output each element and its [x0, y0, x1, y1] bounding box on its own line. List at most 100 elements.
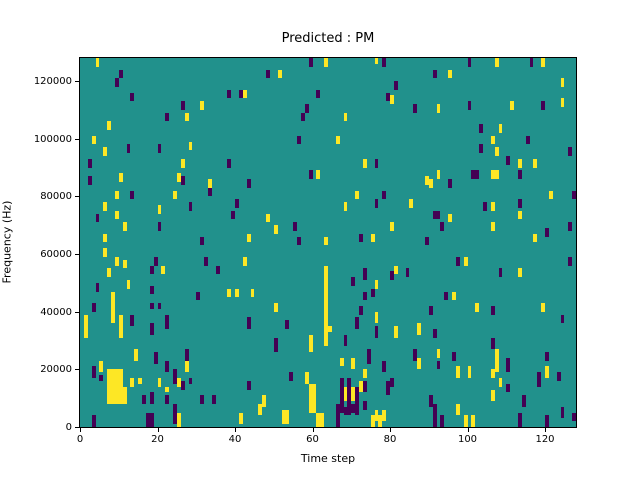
heatmap-cell-purple	[572, 190, 576, 200]
heatmap-cell-yellow	[176, 412, 181, 427]
heatmap-cell-purple	[506, 383, 511, 393]
heatmap-cell-purple	[343, 334, 348, 347]
y-tick-label: 20000	[40, 364, 72, 376]
y-tick-mark	[75, 427, 79, 428]
heatmap-cell-purple	[506, 357, 511, 373]
x-tick-label: 40	[228, 434, 242, 445]
heatmap-cell-purple	[153, 352, 158, 364]
heatmap-cell-yellow	[118, 314, 123, 338]
heatmap-cell-purple	[413, 104, 418, 113]
heatmap-cell-purple	[362, 401, 367, 410]
heatmap-cell-purple	[521, 395, 526, 407]
heatmap-cell-purple	[235, 199, 239, 208]
heatmap-cell-purple	[99, 375, 104, 381]
heatmap-cell-purple	[238, 89, 243, 99]
heatmap-cell-yellow	[463, 415, 468, 427]
heatmap-cell-yellow	[114, 256, 119, 266]
heatmap-cell-purple	[204, 256, 208, 266]
y-tick-label: 0	[65, 422, 72, 433]
heatmap-cell-purple	[556, 372, 561, 381]
heatmap-cell-purple	[95, 213, 100, 223]
heatmap-cell-purple	[188, 202, 193, 211]
heatmap-cell-yellow	[490, 170, 499, 180]
heatmap-cell-yellow	[393, 326, 398, 338]
heatmap-cell-purple	[370, 288, 375, 298]
heatmap-cell-yellow	[494, 349, 499, 373]
heatmap-cell-yellow	[200, 101, 204, 110]
heatmap-cell-purple	[393, 81, 398, 90]
heatmap-cell-purple	[359, 305, 363, 315]
heatmap-cell-yellow	[417, 357, 421, 370]
heatmap-cell-yellow	[467, 366, 472, 378]
heatmap-cell-purple	[118, 69, 123, 79]
heatmap-cell-purple	[215, 265, 220, 275]
heatmap-cell-purple	[366, 349, 371, 364]
heatmap-cell-yellow	[393, 265, 398, 275]
heatmap-cell-purple	[374, 158, 379, 168]
heatmap-cell-yellow	[370, 233, 375, 243]
heatmap-cell-yellow	[235, 288, 239, 298]
heatmap-cell-purple	[386, 380, 390, 396]
heatmap-cell-yellow	[390, 95, 394, 105]
heatmap-cell-yellow	[114, 190, 119, 200]
heatmap-cell-yellow	[324, 58, 328, 67]
heatmap-cell-yellow	[246, 233, 251, 243]
heatmap-cell-yellow	[533, 158, 538, 168]
heatmap-cell-yellow	[258, 403, 263, 416]
heatmap-cell-purple	[490, 337, 495, 350]
heatmap-cell-purple	[211, 395, 216, 404]
y-axis-label: Frequency (Hz)	[0, 200, 14, 284]
y-tick-label: 80000	[40, 191, 72, 203]
heatmap-cell-yellow	[138, 377, 142, 384]
heatmap-cell-yellow	[324, 265, 328, 304]
heatmap-cell-yellow	[343, 112, 348, 122]
heatmap-cell-yellow	[510, 101, 514, 110]
heatmap-cell-purple	[145, 412, 154, 427]
heatmap-cell-yellow	[490, 222, 495, 231]
heatmap-cell-purple	[440, 222, 445, 231]
heatmap-cell-yellow	[91, 135, 96, 145]
x-tick-label: 0	[76, 434, 84, 445]
heatmap-cell-purple	[200, 236, 204, 246]
heatmap-cell-yellow	[227, 288, 232, 298]
heatmap-cell-yellow	[273, 225, 278, 234]
heatmap-cell-purple	[382, 360, 387, 373]
heatmap-cell-purple	[355, 386, 359, 416]
heatmap-cell-yellow	[351, 357, 356, 370]
heatmap-cell-purple	[157, 222, 162, 231]
heatmap-cell-yellow	[107, 369, 123, 387]
heatmap-cell-yellow	[541, 58, 545, 67]
heatmap-cell-yellow	[335, 135, 340, 145]
heatmap-cell-yellow	[424, 176, 429, 185]
heatmap-cell-yellow	[130, 377, 135, 387]
heatmap-cell-purple	[432, 69, 437, 79]
heatmap-cell-yellow	[498, 124, 503, 133]
heatmap-cell-yellow	[266, 213, 270, 223]
heatmap-cell-purple	[91, 303, 96, 312]
heatmap-cell-purple	[424, 236, 429, 246]
heatmap-cell-purple	[471, 170, 480, 180]
heatmap-cell-purple	[246, 179, 251, 188]
heatmap-cell-yellow	[370, 415, 375, 427]
x-tick-label: 120	[535, 434, 555, 445]
heatmap-cell-yellow	[134, 349, 139, 361]
x-tick-mark	[157, 428, 159, 432]
heatmap-cell-purple	[184, 349, 189, 361]
heatmap-plot-area	[80, 58, 576, 427]
heatmap-cell-purple	[374, 199, 379, 208]
y-tick-label: 40000	[40, 306, 72, 318]
heatmap-cell-purple	[114, 78, 119, 87]
heatmap-cell-yellow	[103, 248, 108, 257]
heatmap-cell-yellow	[308, 383, 317, 413]
heatmap-cell-purple	[130, 190, 135, 200]
heatmap-cell-purple	[246, 317, 251, 329]
heatmap-cell-purple	[359, 233, 363, 243]
x-axis-label: Time step	[300, 452, 356, 465]
heatmap-cell-yellow	[362, 369, 367, 378]
heatmap-cell-yellow	[161, 265, 166, 275]
heatmap-cell-purple	[386, 92, 390, 102]
heatmap-cell-purple	[130, 314, 135, 327]
x-tick-mark	[390, 428, 391, 432]
heatmap-cell-yellow	[250, 288, 255, 298]
heatmap-cell-yellow	[184, 360, 189, 373]
